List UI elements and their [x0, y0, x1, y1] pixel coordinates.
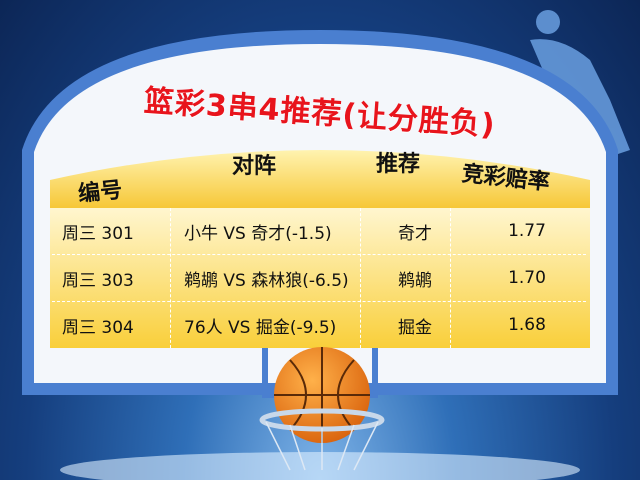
table-row: 周三 303 鹈鹕 VS 森林狼(-6.5) 鹈鹕 1.70 — [52, 255, 586, 302]
cell-odds: 1.70 — [508, 268, 546, 288]
cell-id: 周三 304 — [62, 317, 134, 338]
cell-match: 小牛 VS 奇才(-1.5) — [184, 223, 332, 244]
header-ribbon — [50, 150, 590, 218]
recommendation-table: 周三 301 小牛 VS 奇才(-1.5) 奇才 1.77 周三 303 鹈鹕 … — [52, 208, 586, 348]
cell-pick: 奇才 — [398, 223, 432, 244]
header-pick: 推荐 — [376, 152, 421, 177]
cell-pick: 鹈鹕 — [398, 270, 432, 291]
cell-odds: 1.68 — [508, 315, 546, 335]
cell-id: 周三 301 — [62, 223, 134, 244]
cell-match: 鹈鹕 VS 森林狼(-6.5) — [184, 270, 349, 291]
table-row: 周三 301 小牛 VS 奇才(-1.5) 奇才 1.77 — [52, 208, 586, 255]
basketball-hoop-icon — [259, 408, 385, 471]
header-id: 编号 — [77, 177, 124, 208]
cell-odds: 1.77 — [508, 221, 546, 241]
cell-pick: 掘金 — [398, 317, 432, 338]
cell-match: 76人 VS 掘金(-9.5) — [184, 317, 337, 338]
table-row: 周三 304 76人 VS 掘金(-9.5) 掘金 1.68 — [52, 302, 586, 348]
basketball-icon — [274, 347, 370, 443]
cell-id: 周三 303 — [62, 270, 134, 291]
header-match: 对阵 — [232, 154, 277, 179]
table-background — [50, 208, 590, 348]
